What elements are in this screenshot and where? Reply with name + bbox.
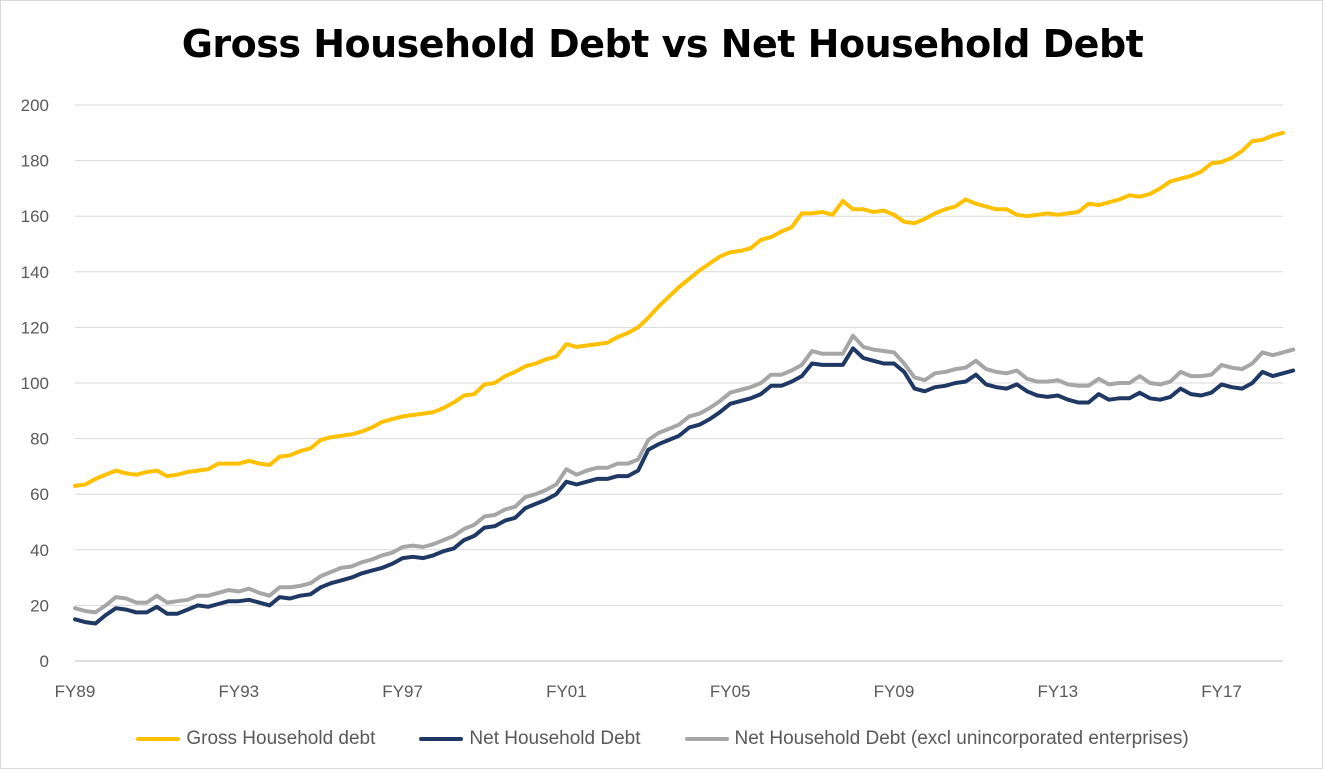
- chart-title: Gross Household Debt vs Net Household De…: [181, 22, 1144, 66]
- y-tick-label-20: 20: [30, 596, 49, 615]
- x-tick-label-fy01: FY01: [546, 682, 587, 701]
- legend-swatch-net-excl: [684, 737, 729, 741]
- x-tick-label-fy17: FY17: [1201, 682, 1242, 701]
- legend-swatch-net: [419, 737, 464, 741]
- legend-item-net-household-debt-excl: Net Household Debt (excl unincorporated …: [684, 728, 1189, 750]
- legend-label-net: Net Household Debt: [469, 728, 641, 749]
- gridlines: [75, 104, 1283, 606]
- y-tick-label-60: 60: [30, 485, 49, 504]
- legend: Gross Household debt Net Household Debt …: [0, 726, 1325, 752]
- x-tick-label-fy09: FY09: [874, 682, 915, 701]
- x-tick-label-fy97: FY97: [382, 682, 423, 701]
- y-tick-label-100: 100: [21, 374, 49, 393]
- y-tick-label-80: 80: [30, 430, 49, 449]
- x-tick-label-fy93: FY93: [218, 682, 259, 701]
- legend-swatch-gross: [136, 737, 181, 741]
- x-tick-label-fy89: FY89: [55, 682, 96, 701]
- series-gross-household-debt: [73, 130, 1285, 488]
- x-tick-label-fy05: FY05: [710, 682, 751, 701]
- y-axis-ticks: 0 20 40 60 80 100 120 140 160 180 200: [21, 96, 49, 671]
- series-net-household-debt: [73, 346, 1296, 626]
- series-net-household-debt-excl: [73, 333, 1296, 615]
- x-axis-ticks: FY89 FY93 FY97 FY01 FY05 FY09 FY13 FY17: [55, 682, 1242, 701]
- y-tick-label-200: 200: [21, 96, 49, 115]
- y-tick-label-160: 160: [21, 207, 49, 226]
- legend-item-gross-household-debt: Gross Household debt: [136, 728, 375, 750]
- y-tick-label-0: 0: [40, 652, 49, 671]
- x-tick-label-fy13: FY13: [1037, 682, 1078, 701]
- legend-label-net-excl: Net Household Debt (excl unincorporated …: [734, 728, 1189, 749]
- y-tick-label-140: 140: [21, 263, 49, 282]
- legend-item-net-household-debt: Net Household Debt: [419, 728, 641, 750]
- y-tick-label-120: 120: [21, 318, 49, 337]
- y-tick-label-40: 40: [30, 541, 49, 560]
- y-tick-label-180: 180: [21, 152, 49, 171]
- series-lines: [73, 130, 1296, 626]
- legend-label-gross: Gross Household debt: [186, 728, 376, 749]
